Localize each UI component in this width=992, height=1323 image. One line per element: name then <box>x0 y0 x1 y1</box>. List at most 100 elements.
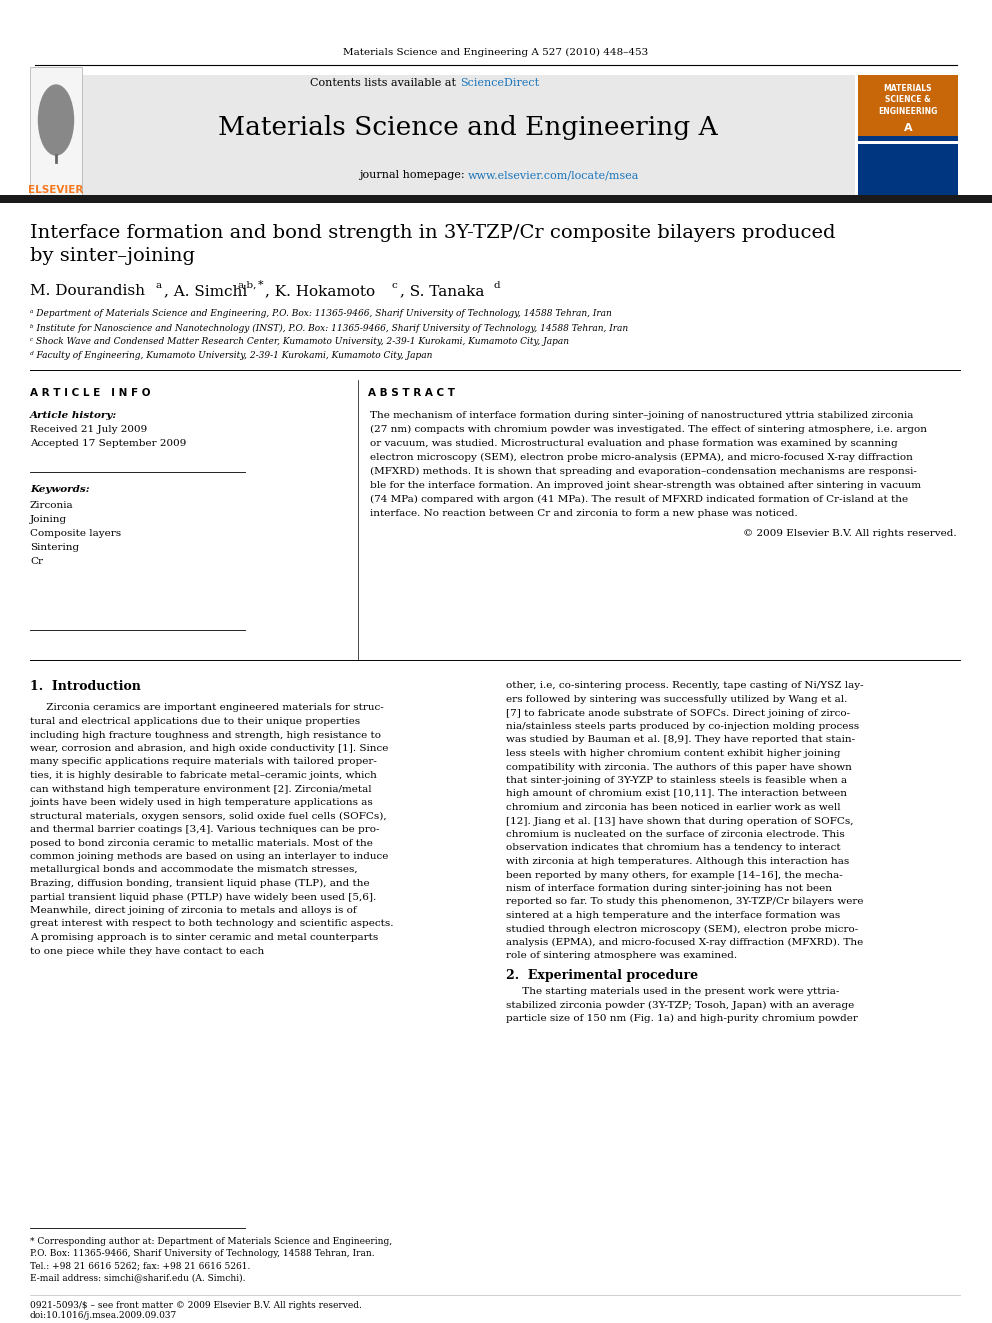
Text: Accepted 17 September 2009: Accepted 17 September 2009 <box>30 439 186 448</box>
Text: 0921-5093/$ – see front matter © 2009 Elsevier B.V. All rights reserved.: 0921-5093/$ – see front matter © 2009 El… <box>30 1301 362 1310</box>
Text: analysis (EPMA), and micro-focused X-ray diffraction (MFXRD). The: analysis (EPMA), and micro-focused X-ray… <box>506 938 863 947</box>
Text: less steels with higher chromium content exhibit higher joining: less steels with higher chromium content… <box>506 749 840 758</box>
Text: ScienceDirect: ScienceDirect <box>460 78 539 89</box>
Text: a,b,: a,b, <box>238 280 257 290</box>
Text: * Corresponding author at: Department of Materials Science and Engineering,: * Corresponding author at: Department of… <box>30 1237 392 1246</box>
Text: doi:10.1016/j.msea.2009.09.037: doi:10.1016/j.msea.2009.09.037 <box>30 1311 178 1320</box>
Text: , S. Tanaka: , S. Tanaka <box>400 284 484 298</box>
Text: many specific applications require materials with tailored proper-: many specific applications require mater… <box>30 758 377 766</box>
Text: tural and electrical applications due to their unique properties: tural and electrical applications due to… <box>30 717 360 726</box>
Bar <box>858 139 958 197</box>
Text: A R T I C L E   I N F O: A R T I C L E I N F O <box>30 388 151 398</box>
Text: ers followed by sintering was successfully utilized by Wang et al.: ers followed by sintering was successful… <box>506 695 847 704</box>
Ellipse shape <box>39 85 73 155</box>
Text: by sinter–joining: by sinter–joining <box>30 247 195 265</box>
Text: Contents lists available at: Contents lists available at <box>310 78 460 89</box>
Text: ᵈ Faculty of Engineering, Kumamoto University, 2-39-1 Kurokami, Kumamoto City, J: ᵈ Faculty of Engineering, Kumamoto Unive… <box>30 352 433 360</box>
Text: Zirconia ceramics are important engineered materials for struc-: Zirconia ceramics are important engineer… <box>30 704 384 713</box>
Bar <box>82 75 855 197</box>
Text: sintered at a high temperature and the interface formation was: sintered at a high temperature and the i… <box>506 912 840 919</box>
Text: , K. Hokamoto: , K. Hokamoto <box>265 284 375 298</box>
Text: 1.  Introduction: 1. Introduction <box>30 680 141 692</box>
Text: Received 21 July 2009: Received 21 July 2009 <box>30 426 147 434</box>
Text: A: A <box>904 123 913 134</box>
Text: A promising approach is to sinter ceramic and metal counterparts: A promising approach is to sinter cerami… <box>30 933 378 942</box>
Text: nism of interface formation during sinter-joining has not been: nism of interface formation during sinte… <box>506 884 832 893</box>
Text: The starting materials used in the present work were yttria-: The starting materials used in the prese… <box>506 987 839 996</box>
Bar <box>0 194 992 202</box>
Text: c: c <box>392 280 398 290</box>
Text: can withstand high temperature environment [2]. Zirconia/metal: can withstand high temperature environme… <box>30 785 372 794</box>
Text: or vacuum, was studied. Microstructural evaluation and phase formation was exami: or vacuum, was studied. Microstructural … <box>370 438 898 447</box>
Bar <box>858 142 958 144</box>
Text: that sinter-joining of 3Y-YZP to stainless steels is feasible when a: that sinter-joining of 3Y-YZP to stainle… <box>506 777 847 785</box>
Text: © 2009 Elsevier B.V. All rights reserved.: © 2009 Elsevier B.V. All rights reserved… <box>743 528 957 537</box>
Bar <box>858 75 958 197</box>
Text: Tel.: +98 21 6616 5262; fax: +98 21 6616 5261.: Tel.: +98 21 6616 5262; fax: +98 21 6616… <box>30 1262 250 1270</box>
Text: to one piece while they have contact to each: to one piece while they have contact to … <box>30 946 264 955</box>
Text: [7] to fabricate anode substrate of SOFCs. Direct joining of zirco-: [7] to fabricate anode substrate of SOFC… <box>506 709 850 717</box>
Text: electron microscopy (SEM), electron probe micro-analysis (EPMA), and micro-focus: electron microscopy (SEM), electron prob… <box>370 452 913 462</box>
Text: and thermal barrier coatings [3,4]. Various techniques can be pro-: and thermal barrier coatings [3,4]. Vari… <box>30 826 380 833</box>
Text: Interface formation and bond strength in 3Y-TZP/Cr composite bilayers produced: Interface formation and bond strength in… <box>30 224 835 242</box>
Bar <box>858 75 958 136</box>
Text: partial transient liquid phase (PTLP) have widely been used [5,6].: partial transient liquid phase (PTLP) ha… <box>30 893 376 901</box>
Text: posed to bond zirconia ceramic to metallic materials. Most of the: posed to bond zirconia ceramic to metall… <box>30 839 373 848</box>
Text: Cr: Cr <box>30 557 43 565</box>
Text: a: a <box>155 280 161 290</box>
Text: including high fracture toughness and strength, high resistance to: including high fracture toughness and st… <box>30 730 381 740</box>
Text: Joining: Joining <box>30 515 67 524</box>
Text: stabilized zirconia powder (3Y-TZP; Tosoh, Japan) with an average: stabilized zirconia powder (3Y-TZP; Toso… <box>506 1000 854 1009</box>
Text: metallurgical bonds and accommodate the mismatch stresses,: metallurgical bonds and accommodate the … <box>30 865 358 875</box>
Text: 2.  Experimental procedure: 2. Experimental procedure <box>506 968 698 982</box>
Text: P.O. Box: 11365-9466, Sharif University of Technology, 14588 Tehran, Iran.: P.O. Box: 11365-9466, Sharif University … <box>30 1249 375 1258</box>
Text: studied through electron microscopy (SEM), electron probe micro-: studied through electron microscopy (SEM… <box>506 925 858 934</box>
Text: particle size of 150 nm (Fig. 1a) and high-purity chromium powder: particle size of 150 nm (Fig. 1a) and hi… <box>506 1013 858 1023</box>
Text: M. Dourandish: M. Dourandish <box>30 284 145 298</box>
Text: Brazing, diffusion bonding, transient liquid phase (TLP), and the: Brazing, diffusion bonding, transient li… <box>30 878 370 888</box>
Text: (MFXRD) methods. It is shown that spreading and evaporation–condensation mechani: (MFXRD) methods. It is shown that spread… <box>370 467 917 475</box>
Text: ᶜ Shock Wave and Condensed Matter Research Center, Kumamoto University, 2-39-1 K: ᶜ Shock Wave and Condensed Matter Resear… <box>30 337 569 347</box>
Text: MATERIALS
SCIENCE &
ENGINEERING: MATERIALS SCIENCE & ENGINEERING <box>878 83 937 116</box>
Text: was studied by Bauman et al. [8,9]. They have reported that stain-: was studied by Bauman et al. [8,9]. They… <box>506 736 855 745</box>
Text: Materials Science and Engineering A 527 (2010) 448–453: Materials Science and Engineering A 527 … <box>343 48 649 57</box>
Text: www.elsevier.com/locate/msea: www.elsevier.com/locate/msea <box>468 169 640 180</box>
Text: A B S T R A C T: A B S T R A C T <box>368 388 455 398</box>
Text: (27 nm) compacts with chromium powder was investigated. The effect of sintering : (27 nm) compacts with chromium powder wa… <box>370 425 927 434</box>
Text: compatibility with zirconia. The authors of this paper have shown: compatibility with zirconia. The authors… <box>506 762 852 771</box>
Text: Composite layers: Composite layers <box>30 528 121 537</box>
Bar <box>30 67 82 197</box>
Text: [12]. Jiang et al. [13] have shown that during operation of SOFCs,: [12]. Jiang et al. [13] have shown that … <box>506 816 853 826</box>
Text: ᵇ Institute for Nanoscience and Nanotechnology (INST), P.O. Box: 11365-9466, Sha: ᵇ Institute for Nanoscience and Nanotech… <box>30 323 628 332</box>
Text: structural materials, oxygen sensors, solid oxide fuel cells (SOFCs),: structural materials, oxygen sensors, so… <box>30 811 387 820</box>
Text: ties, it is highly desirable to fabricate metal–ceramic joints, which: ties, it is highly desirable to fabricat… <box>30 771 377 781</box>
Text: d: d <box>494 280 501 290</box>
Text: E-mail address: simchi@sharif.edu (A. Simchi).: E-mail address: simchi@sharif.edu (A. Si… <box>30 1274 245 1282</box>
Text: interface. No reaction between Cr and zirconia to form a new phase was noticed.: interface. No reaction between Cr and zi… <box>370 508 798 517</box>
Text: Materials Science and Engineering A: Materials Science and Engineering A <box>218 115 718 139</box>
Text: with zirconia at high temperatures. Although this interaction has: with zirconia at high temperatures. Alth… <box>506 857 849 867</box>
Text: common joining methods are based on using an interlayer to induce: common joining methods are based on usin… <box>30 852 389 861</box>
Text: chromium and zirconia has been noticed in earlier work as well: chromium and zirconia has been noticed i… <box>506 803 840 812</box>
Text: great interest with respect to both technology and scientific aspects.: great interest with respect to both tech… <box>30 919 394 929</box>
Text: (74 MPa) compared with argon (41 MPa). The result of MFXRD indicated formation o: (74 MPa) compared with argon (41 MPa). T… <box>370 495 908 504</box>
Text: other, i.e, co-sintering process. Recently, tape casting of Ni/YSZ lay-: other, i.e, co-sintering process. Recent… <box>506 681 864 691</box>
Text: ble for the interface formation. An improved joint shear-strength was obtained a: ble for the interface formation. An impr… <box>370 480 921 490</box>
Text: been reported by many others, for example [14–16], the mecha-: been reported by many others, for exampl… <box>506 871 843 880</box>
Text: high amount of chromium exist [10,11]. The interaction between: high amount of chromium exist [10,11]. T… <box>506 790 847 799</box>
Text: *: * <box>258 280 264 290</box>
Text: ᵃ Department of Materials Science and Engineering, P.O. Box: 11365-9466, Sharif : ᵃ Department of Materials Science and En… <box>30 310 612 319</box>
Text: role of sintering atmosphere was examined.: role of sintering atmosphere was examine… <box>506 951 737 960</box>
Text: , A. Simchi: , A. Simchi <box>164 284 247 298</box>
Text: joints have been widely used in high temperature applications as: joints have been widely used in high tem… <box>30 798 373 807</box>
Text: journal homepage:: journal homepage: <box>359 169 468 180</box>
Text: Sintering: Sintering <box>30 542 79 552</box>
Text: ELSEVIER: ELSEVIER <box>29 185 83 194</box>
Text: Meanwhile, direct joining of zirconia to metals and alloys is of: Meanwhile, direct joining of zirconia to… <box>30 906 357 916</box>
Text: wear, corrosion and abrasion, and high oxide conductivity [1]. Since: wear, corrosion and abrasion, and high o… <box>30 744 389 753</box>
Text: chromium is nucleated on the surface of zirconia electrode. This: chromium is nucleated on the surface of … <box>506 830 845 839</box>
Text: observation indicates that chromium has a tendency to interact: observation indicates that chromium has … <box>506 844 840 852</box>
Text: Zirconia: Zirconia <box>30 500 73 509</box>
Text: The mechanism of interface formation during sinter–joining of nanostructured ytt: The mechanism of interface formation dur… <box>370 410 914 419</box>
Text: reported so far. To study this phenomenon, 3Y-TZP/Cr bilayers were: reported so far. To study this phenomeno… <box>506 897 863 906</box>
